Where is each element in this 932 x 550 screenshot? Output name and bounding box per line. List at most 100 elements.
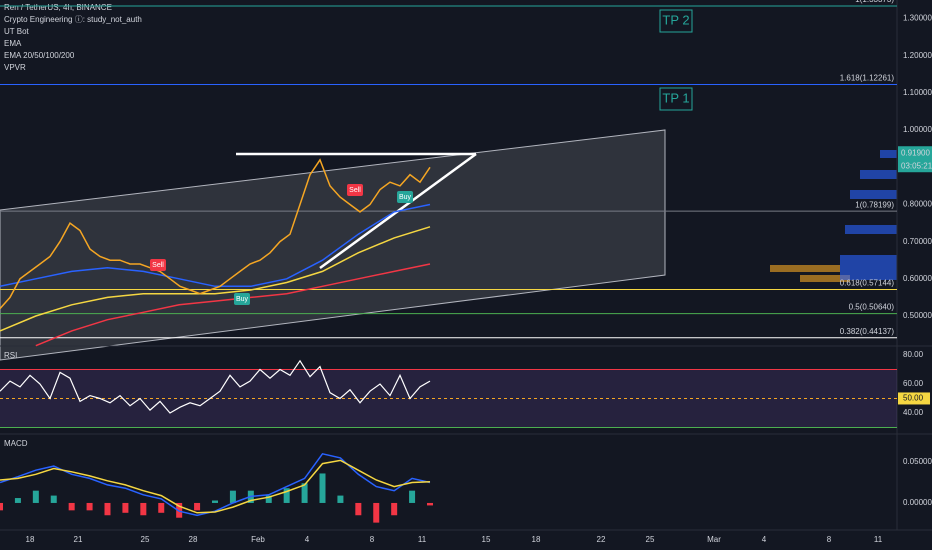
pane-title: MACD	[4, 439, 28, 448]
macd-hist	[391, 502, 398, 516]
signal-label: Buy	[399, 194, 412, 201]
header-title: Ren / TetherUS, 4h, BINANCE	[4, 3, 112, 12]
rsi-mid-tag	[898, 392, 930, 405]
macd-hist	[373, 502, 380, 523]
time-label: 4	[305, 535, 310, 544]
price-tick-label: 0.50000	[903, 311, 932, 320]
time-label: 8	[827, 535, 832, 544]
macd-hist	[229, 490, 236, 503]
indicator: UT Bot	[4, 27, 30, 36]
time-label: 11	[418, 535, 427, 544]
price-tick-label: 0.70000	[903, 237, 932, 246]
macd-line	[0, 459, 431, 514]
signal-label: Sell	[349, 187, 361, 194]
tp-box	[659, 9, 693, 33]
rsi-mid-label: 50.00	[903, 394, 924, 403]
vp-bar	[850, 190, 897, 199]
time-label: 11	[874, 535, 883, 544]
price-tick-label: 0.80000	[903, 200, 932, 209]
indicator: EMA	[4, 39, 22, 48]
time-label: 18	[532, 535, 541, 544]
vp-bar	[800, 275, 850, 282]
price-tick-label: 1.00000	[903, 125, 932, 134]
signal-badge	[347, 184, 363, 196]
tp-label: TP 2	[662, 12, 689, 27]
signal-label: Sell	[152, 262, 164, 269]
macd-hist	[50, 495, 57, 503]
volume-profile	[770, 150, 897, 282]
macd-hist	[212, 500, 218, 503]
vp-bar	[860, 170, 897, 179]
macd-hist	[68, 502, 75, 511]
rsi-tick-label: 60.00	[903, 379, 924, 388]
macd-line	[0, 452, 431, 517]
rsi-band	[0, 369, 897, 428]
macd-hist	[337, 495, 344, 503]
fib-label: 0.382(0.44137)	[840, 327, 895, 336]
time-label: 25	[141, 535, 150, 544]
indicator: VPVR	[4, 63, 26, 72]
last-price: 0.91900	[901, 148, 930, 157]
time-label: 22	[597, 535, 606, 544]
channel	[0, 129, 666, 361]
last-price-tag	[898, 146, 932, 173]
macd-hist	[355, 502, 362, 516]
ema-line	[0, 226, 431, 332]
pane-title: RSI	[4, 351, 17, 360]
fib-label: 0.5(0.50640)	[849, 303, 895, 312]
price-tick-label: 1.10000	[903, 88, 932, 97]
time-label: 8	[370, 535, 375, 544]
vp-bar	[770, 265, 840, 272]
macd-hist	[14, 498, 21, 503]
price-line	[0, 158, 431, 310]
time-label: 18	[26, 535, 35, 544]
macd-hist	[86, 502, 93, 511]
macd-hist	[32, 490, 39, 503]
macd-hist	[319, 473, 326, 503]
macd-hist	[427, 502, 433, 506]
signal-badge	[150, 259, 166, 271]
rsi-line	[0, 359, 431, 414]
macd-hist	[283, 488, 290, 503]
macd-hist	[409, 490, 416, 503]
macd-hist	[122, 502, 129, 513]
macd-tick-label: 0.00000	[903, 498, 932, 507]
rsi-tick-label: 40.00	[903, 408, 924, 417]
fib-label: 0.618(0.57144)	[840, 279, 895, 288]
countdown: 03:05:21	[901, 161, 932, 170]
macd-hist	[140, 502, 147, 516]
fib-label: 1.618(1.12261)	[840, 74, 895, 83]
macd-hist	[301, 483, 308, 503]
time-label: 4	[762, 535, 767, 544]
signal-badge	[234, 293, 250, 305]
ema-line	[35, 263, 431, 347]
rsi-tick-label: 80.00	[903, 350, 924, 359]
vp-bar	[880, 150, 897, 158]
time-label: 15	[482, 535, 491, 544]
indicator: Crypto Engineering ⓘ: study_not_auth	[4, 15, 142, 24]
price-tick-label: 1.20000	[903, 51, 932, 60]
vp-bar	[840, 255, 897, 280]
macd-tick-label: 0.05000	[903, 457, 932, 466]
macd-hist	[0, 502, 3, 511]
macd-hist	[194, 502, 201, 511]
time-label: Feb	[251, 535, 265, 544]
macd-hist	[104, 502, 111, 516]
macd-hist	[158, 502, 165, 513]
ema-line	[0, 203, 431, 288]
vp-bar	[845, 225, 897, 234]
signal-badge	[397, 191, 413, 203]
macd-hist	[265, 495, 272, 503]
time-label: 21	[74, 535, 83, 544]
tp-label: TP 1	[662, 90, 689, 105]
time-label: 25	[646, 535, 655, 544]
price-tick-label: 1.30000	[903, 14, 932, 23]
time-label: Mar	[707, 535, 721, 544]
time-label: 28	[189, 535, 198, 544]
tp-box	[659, 87, 693, 111]
fib-label: 1(0.78199)	[855, 200, 894, 209]
fib-label: 1(1.33373)	[855, 0, 894, 4]
indicator: EMA 20/50/100/200	[4, 51, 75, 60]
